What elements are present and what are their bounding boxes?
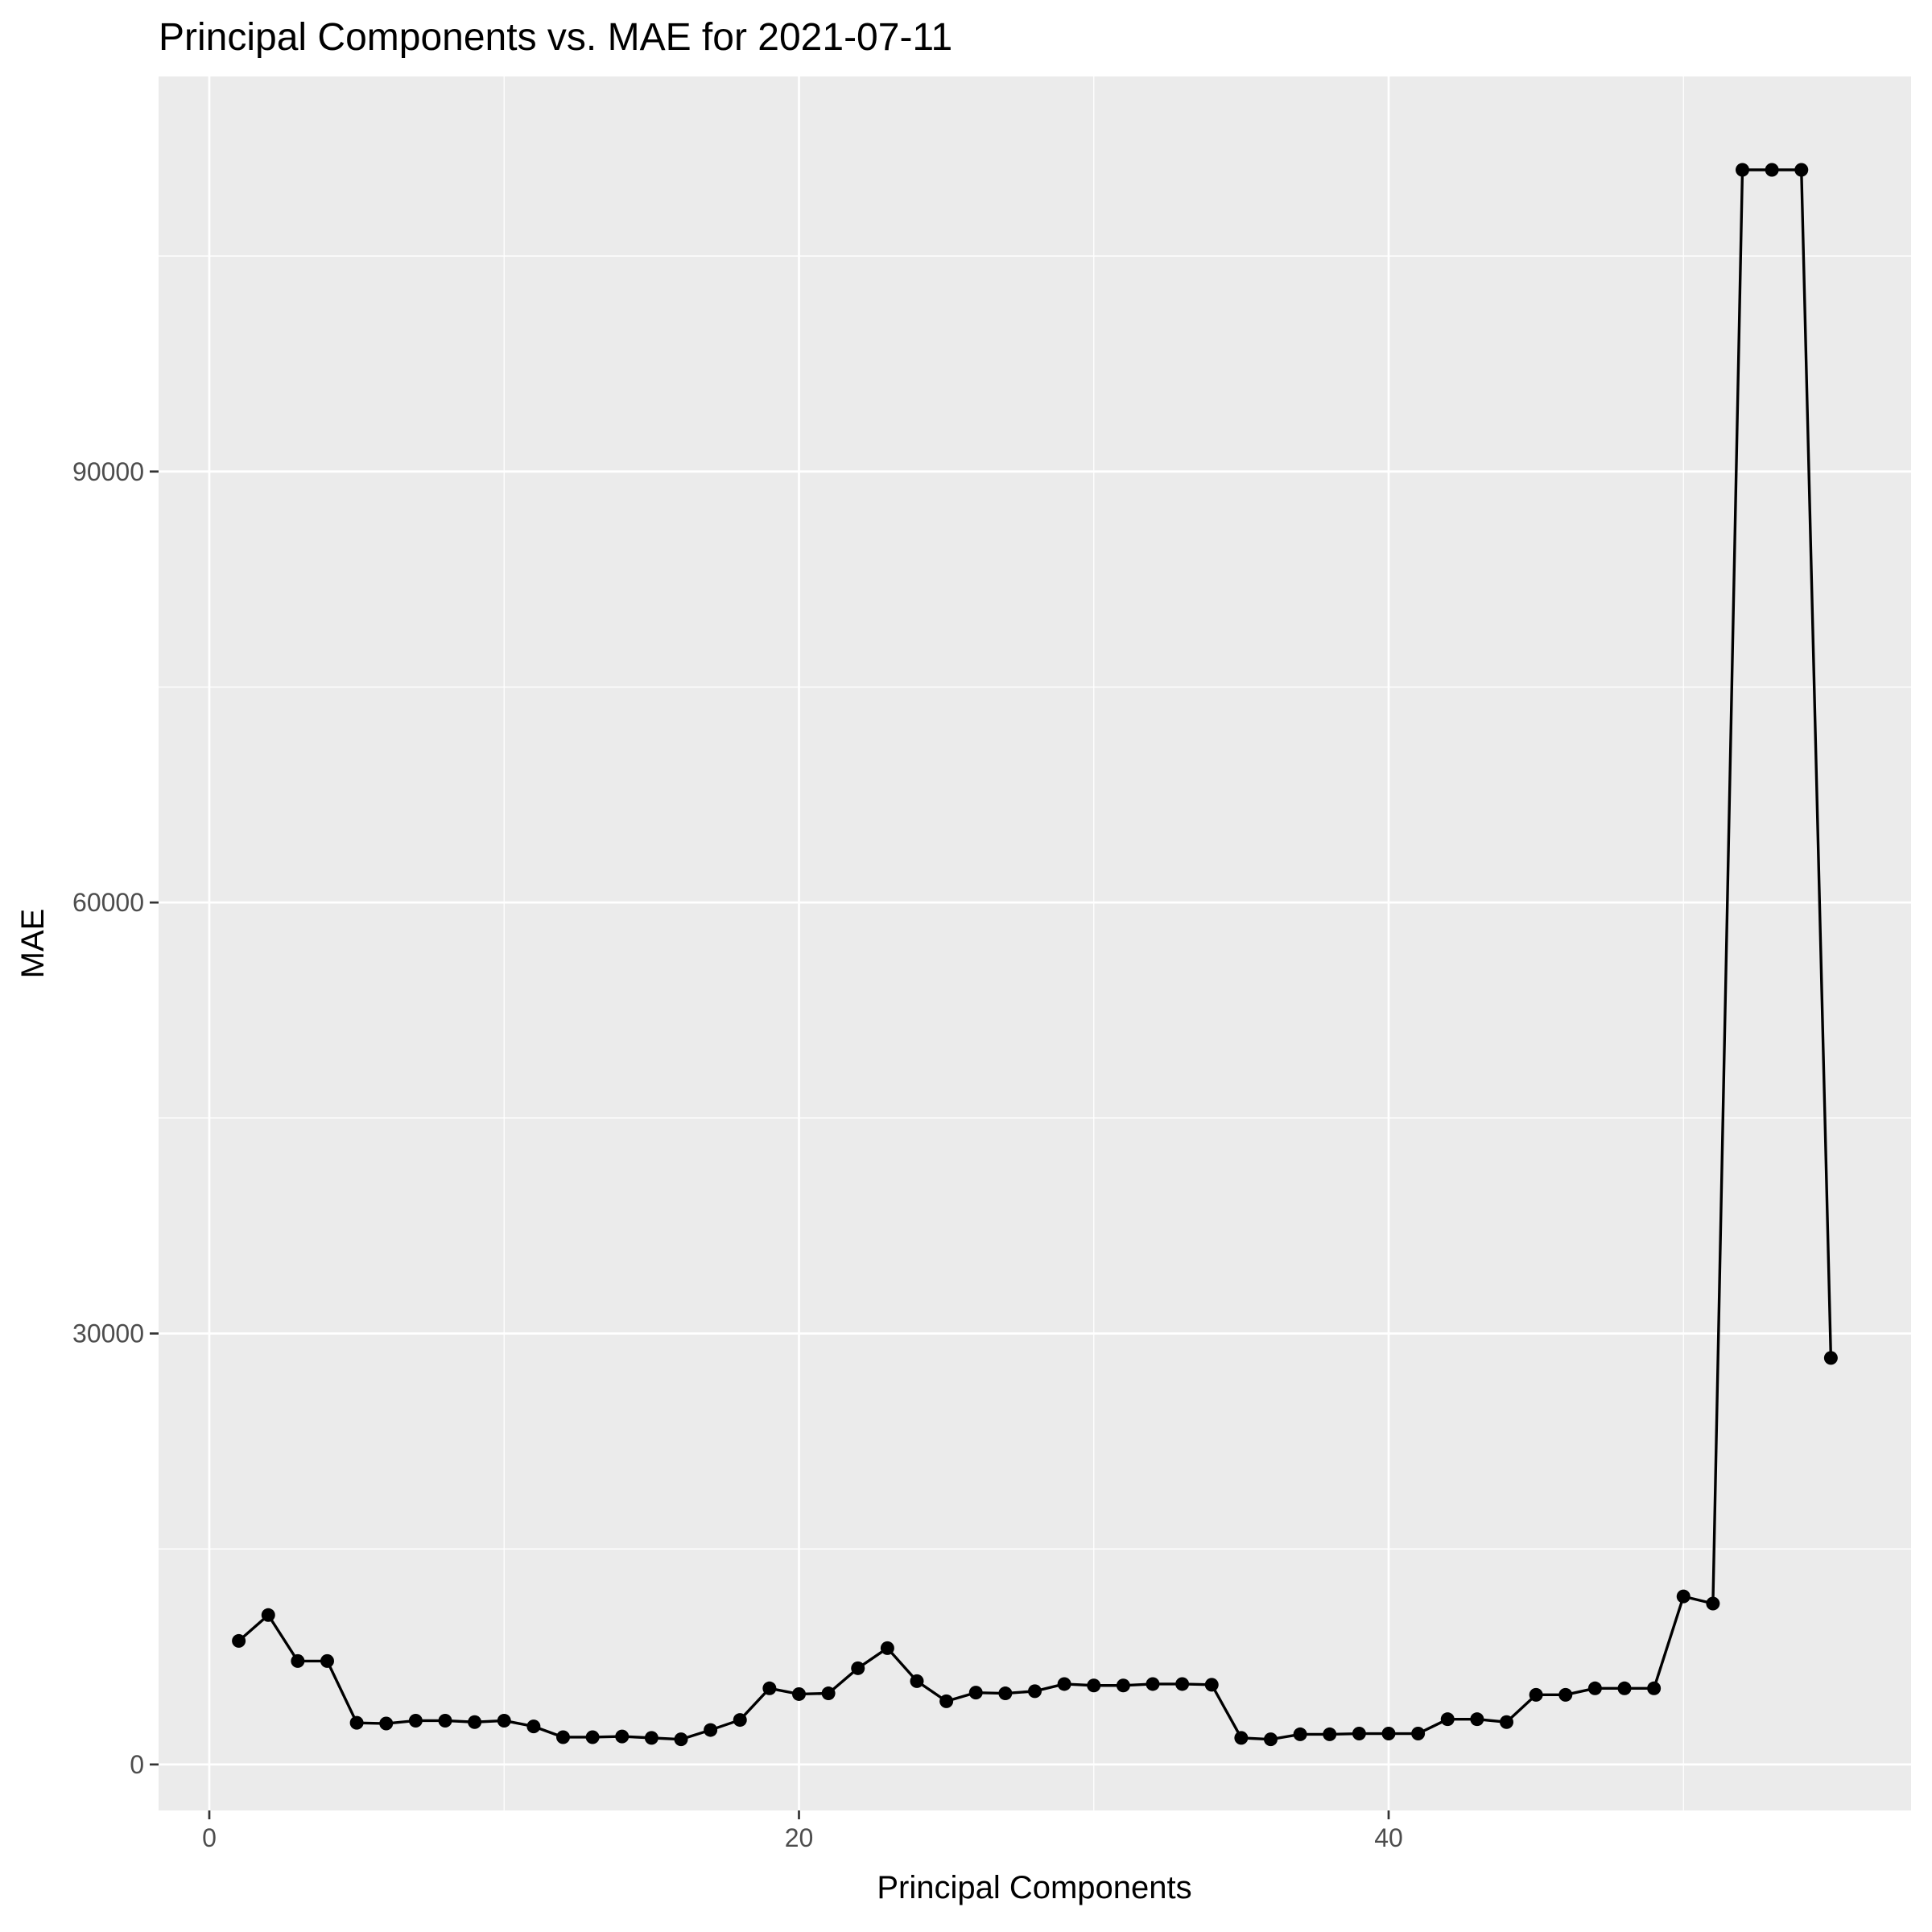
data-point [1647,1681,1662,1695]
data-point [1352,1727,1366,1741]
data-point [1470,1712,1484,1727]
data-point [585,1730,600,1744]
data-point [733,1713,747,1728]
data-point [1736,163,1750,177]
data-point [615,1729,630,1744]
axes: 0 20 40 0 30000 60000 90000 [72,457,1403,1852]
data-point [1587,1681,1602,1695]
data-point [880,1641,894,1655]
data-point [910,1674,924,1688]
data-point [821,1686,836,1701]
data-point [379,1716,394,1731]
data-point [1529,1687,1543,1702]
data-point [704,1723,718,1737]
data-point [1765,163,1779,177]
x-tick-label: 0 [202,1823,217,1852]
data-point [1706,1596,1720,1611]
data-point [468,1715,482,1729]
data-point [349,1715,364,1730]
y-tick-label: 90000 [72,457,144,486]
data-point [762,1681,777,1695]
data-point [438,1713,452,1728]
data-point [1028,1684,1042,1699]
data-point [998,1686,1013,1701]
data-point [851,1661,865,1675]
x-tick-label: 40 [1374,1823,1403,1852]
data-point [1617,1681,1632,1695]
y-axis-title: MAE [15,909,51,979]
data-point [1558,1687,1573,1702]
data-point [408,1713,423,1728]
data-point [1500,1715,1514,1729]
data-points [232,163,1838,1747]
data-point [1794,163,1809,177]
data-point [1087,1678,1101,1693]
data-point [1146,1677,1160,1691]
data-point [1204,1678,1219,1692]
x-tick-label: 20 [785,1823,814,1852]
data-point [1440,1712,1455,1727]
data-point [1057,1677,1071,1691]
data-point [291,1653,305,1668]
plot-panel [159,76,1911,1810]
y-tick-label: 60000 [72,888,144,917]
grid-layer [159,76,1911,1810]
data-point [1323,1727,1337,1741]
data-point [1823,1351,1838,1365]
data-point [320,1653,334,1668]
data-point [497,1713,511,1728]
data-point [1411,1727,1426,1741]
data-point [1264,1732,1278,1747]
data-point [1175,1677,1190,1691]
data-point [939,1694,954,1708]
data-point [1381,1727,1396,1741]
data-point [674,1732,688,1747]
data-point [791,1686,806,1701]
data-point [1116,1678,1130,1693]
chart-title: Principal Components vs. MAE for 2021-07… [159,16,952,59]
data-point [526,1719,541,1734]
data-point [968,1686,983,1700]
y-tick-label: 30000 [72,1319,144,1348]
data-point [555,1730,570,1744]
x-axis-title: Principal Components [877,1870,1191,1905]
y-tick-label: 0 [130,1750,144,1779]
data-point [232,1633,246,1648]
data-point [644,1731,658,1745]
data-point [1293,1727,1307,1741]
data-point [1234,1731,1249,1745]
data-point [261,1608,275,1622]
data-point [1676,1589,1690,1604]
